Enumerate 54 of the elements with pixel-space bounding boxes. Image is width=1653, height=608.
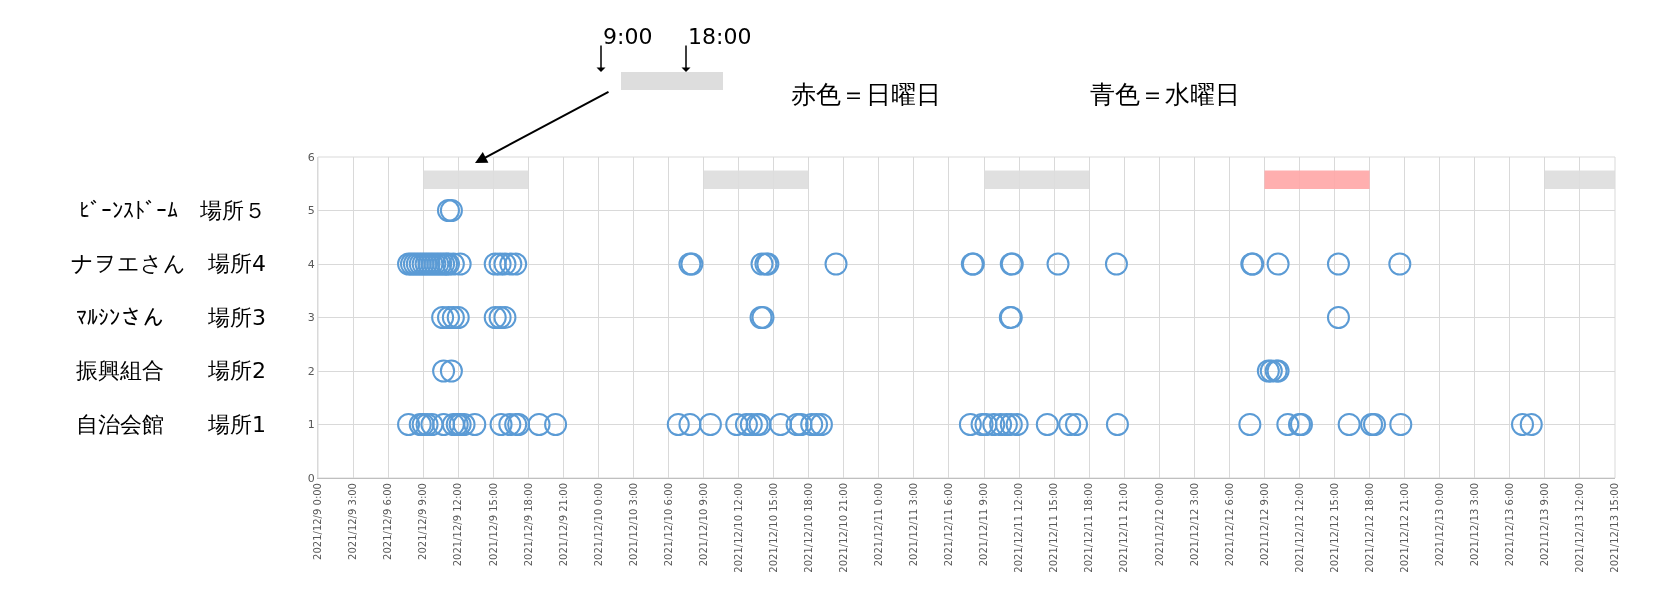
x-tick-label: 2021/12/12 21:00 [1398, 483, 1410, 573]
x-tick-label: 2021/12/9 15:00 [487, 483, 499, 567]
text: 青色＝水曜日 [1090, 80, 1240, 109]
text: ﾏﾙｼﾝさん 場所3 [76, 305, 266, 330]
x-tick-label: 2021/12/9 6:00 [382, 483, 394, 560]
x-tick-label: 2021/12/13 6:00 [1504, 483, 1516, 567]
y-tick-label: 5 [307, 204, 315, 218]
x-tick-label: 2021/12/12 3:00 [1188, 483, 1200, 567]
text: ナヲエさん 場所4 [71, 251, 266, 276]
x-tick-label: 2021/12/11 18:00 [1083, 483, 1095, 573]
text: 18:00 [688, 24, 752, 49]
x-tick-label: 2021/12/9 18:00 [522, 483, 534, 567]
x-tick-label: 2021/12/12 9:00 [1258, 483, 1270, 567]
text: 振興組合 場所2 [76, 358, 266, 383]
x-tick-label: 2021/12/9 0:00 [312, 483, 324, 560]
x-tick-label: 2021/12/11 21:00 [1118, 483, 1130, 573]
text: 9:00 [603, 24, 653, 49]
x-tick-label: 2021/12/13 15:00 [1609, 483, 1621, 573]
x-tick-label: 2021/12/9 9:00 [417, 483, 429, 560]
y-tick-label: 6 [307, 150, 315, 164]
x-tick-label: 2021/12/11 12:00 [1013, 483, 1025, 573]
x-tick-label: 2021/12/9 21:00 [557, 483, 569, 567]
x-tick-label: 2021/12/10 18:00 [803, 483, 815, 573]
x-tick-label: 2021/12/12 6:00 [1223, 483, 1235, 567]
text: 赤色＝日曜日 [791, 80, 941, 109]
text: 自治会館 場所1 [76, 412, 266, 437]
x-tick-label: 2021/12/13 0:00 [1433, 483, 1445, 567]
y-tick-label: 4 [307, 257, 315, 271]
x-tick-label: 2021/12/10 0:00 [592, 483, 604, 567]
text: ﾋﾞｰﾝｽﾄﾞｰﾑ 場所５ [79, 198, 266, 223]
x-tick-label: 2021/12/11 0:00 [873, 483, 885, 567]
x-tick-label: 2021/12/12 18:00 [1363, 483, 1375, 573]
x-tick-label: 2021/12/10 9:00 [697, 483, 709, 567]
y-tick-label: 3 [307, 311, 315, 325]
x-tick-label: 2021/12/10 15:00 [767, 483, 779, 573]
x-tick-label: 2021/12/9 3:00 [347, 483, 359, 560]
x-tick-label: 2021/12/13 9:00 [1539, 483, 1551, 567]
x-tick-label: 2021/12/10 6:00 [662, 483, 674, 567]
x-tick-label: 2021/12/10 3:00 [627, 483, 639, 567]
y-tick-label: 1 [307, 418, 315, 432]
x-tick-label: 2021/12/10 12:00 [732, 483, 744, 573]
y-tick-label: 2 [307, 364, 315, 378]
x-tick-label: 2021/12/12 12:00 [1293, 483, 1305, 573]
x-tick-label: 2021/12/11 15:00 [1048, 483, 1060, 573]
x-tick-label: 2021/12/12 15:00 [1328, 483, 1340, 573]
x-tick-label: 2021/12/11 6:00 [943, 483, 955, 567]
x-tick-label: 2021/12/11 9:00 [978, 483, 990, 567]
x-tick-label: 2021/12/12 0:00 [1153, 483, 1165, 567]
x-tick-label: 2021/12/9 12:00 [452, 483, 464, 567]
x-tick-label: 2021/12/13 12:00 [1574, 483, 1586, 573]
x-tick-label: 2021/12/11 3:00 [908, 483, 920, 567]
y-tick-label: 0 [307, 471, 315, 485]
x-tick-label: 2021/12/10 21:00 [838, 483, 850, 573]
x-tick-label: 2021/12/13 3:00 [1469, 483, 1481, 567]
